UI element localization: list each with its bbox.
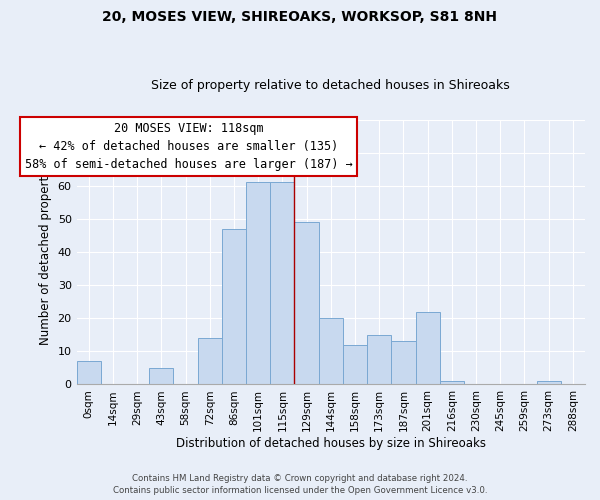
Bar	[246, 182, 270, 384]
X-axis label: Distribution of detached houses by size in Shireoaks: Distribution of detached houses by size …	[176, 437, 486, 450]
Bar	[149, 368, 173, 384]
Bar	[295, 222, 319, 384]
Bar	[391, 342, 416, 384]
Title: Size of property relative to detached houses in Shireoaks: Size of property relative to detached ho…	[151, 79, 510, 92]
Bar	[440, 381, 464, 384]
Text: 20, MOSES VIEW, SHIREOAKS, WORKSOP, S81 8NH: 20, MOSES VIEW, SHIREOAKS, WORKSOP, S81 …	[103, 10, 497, 24]
Text: Contains HM Land Registry data © Crown copyright and database right 2024.
Contai: Contains HM Land Registry data © Crown c…	[113, 474, 487, 495]
Bar	[367, 335, 391, 384]
Bar	[77, 362, 101, 384]
Bar	[319, 318, 343, 384]
Y-axis label: Number of detached properties: Number of detached properties	[39, 159, 52, 345]
Bar	[416, 312, 440, 384]
Bar	[222, 229, 246, 384]
Bar	[343, 344, 367, 385]
Bar	[270, 182, 295, 384]
Bar	[197, 338, 222, 384]
Bar	[536, 381, 561, 384]
Text: 20 MOSES VIEW: 118sqm
← 42% of detached houses are smaller (135)
58% of semi-det: 20 MOSES VIEW: 118sqm ← 42% of detached …	[25, 122, 352, 171]
